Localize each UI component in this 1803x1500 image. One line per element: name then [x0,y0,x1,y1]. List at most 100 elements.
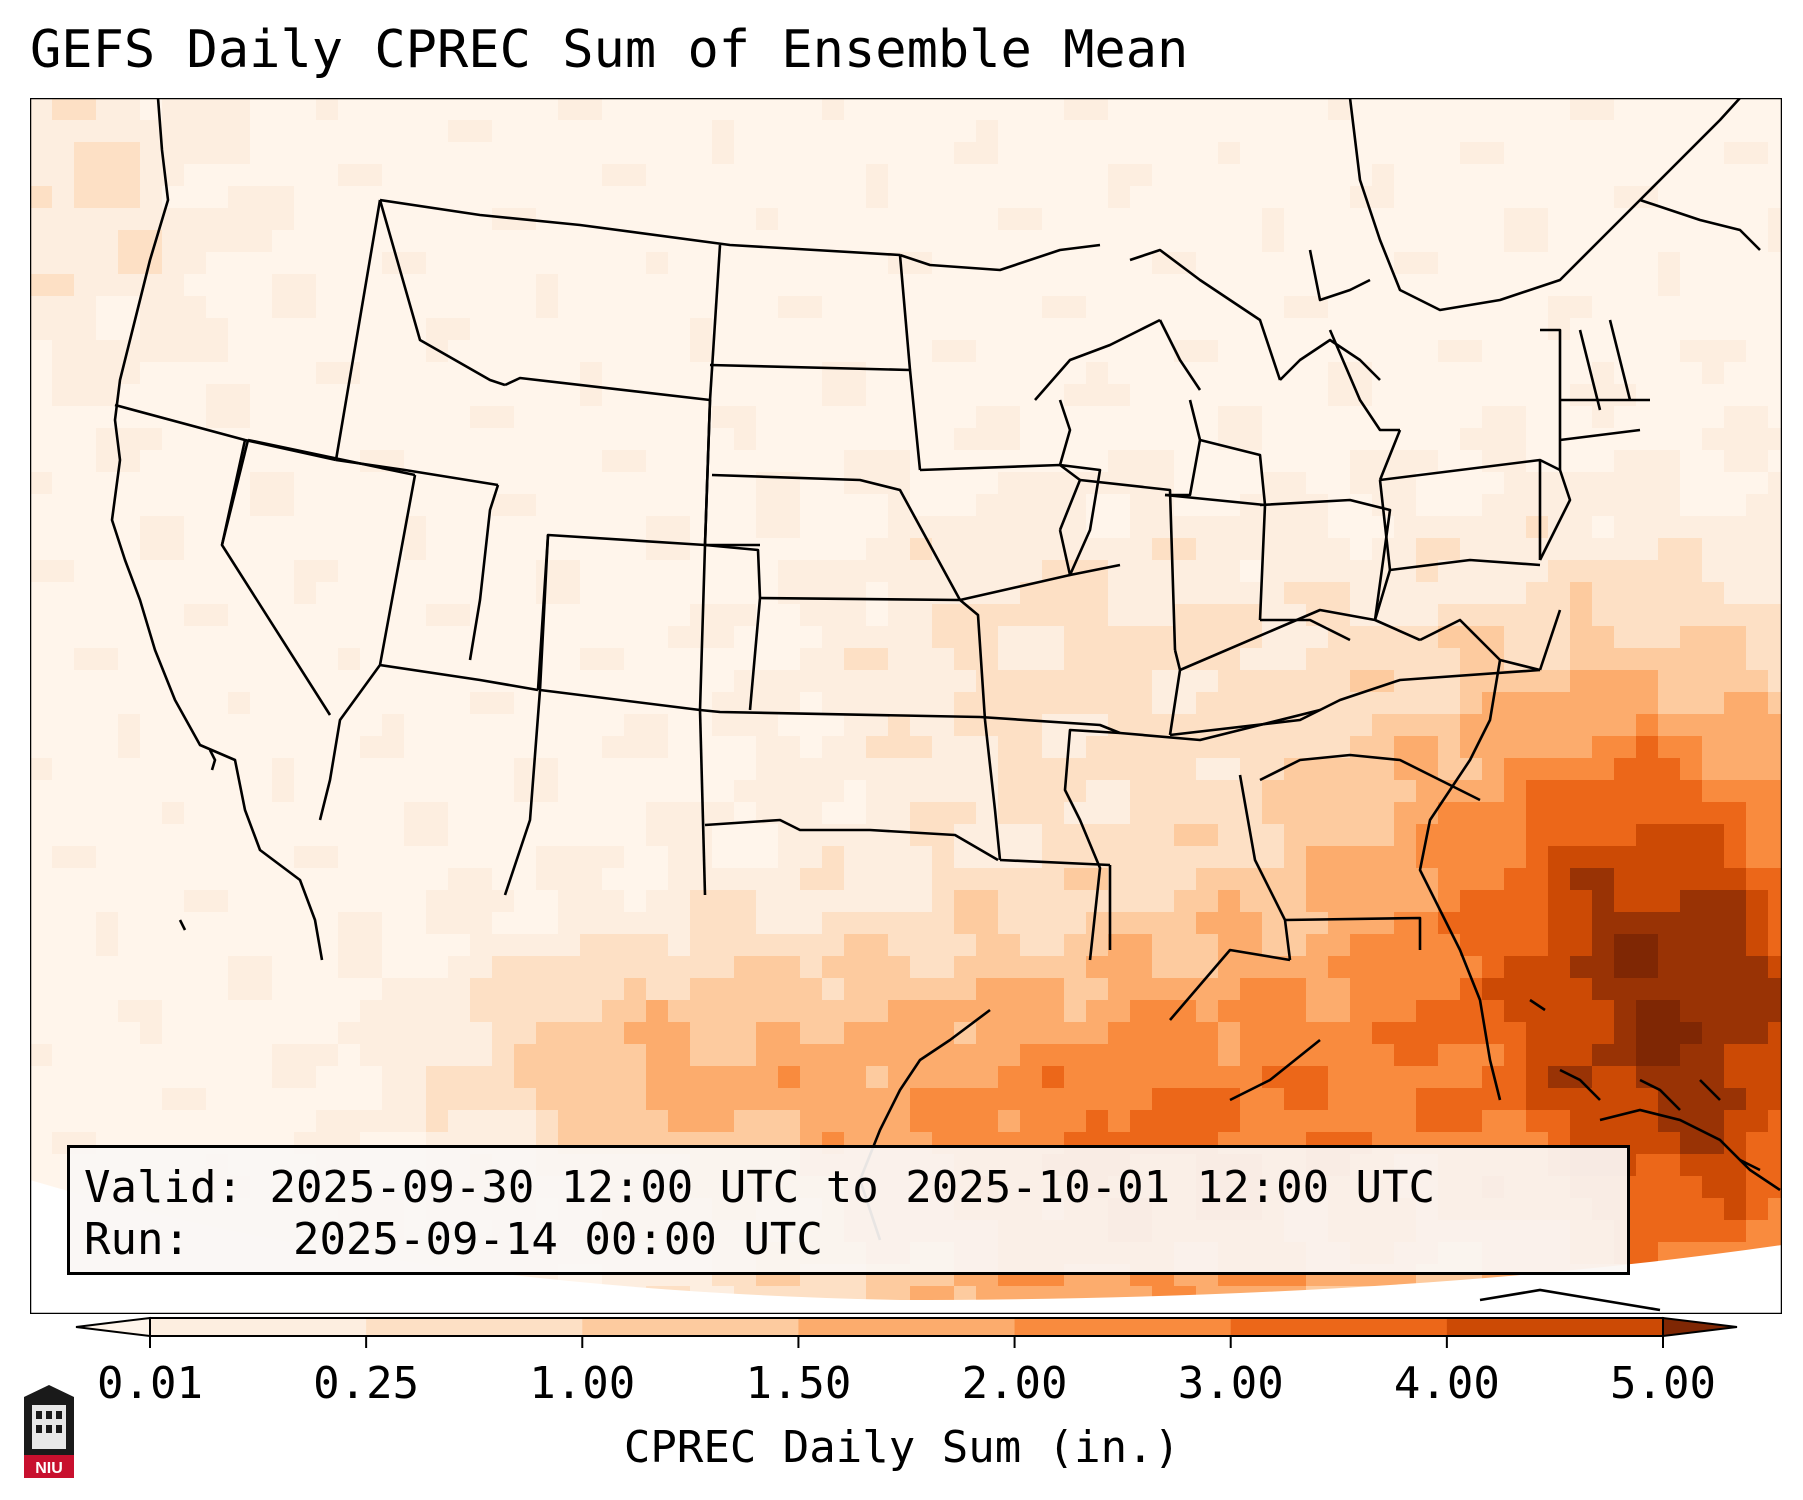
precip-cell [1570,560,1593,583]
precip-cell [998,1022,1021,1045]
precip-cell [1636,1198,1659,1221]
precip-cell [1768,230,1782,253]
precip-cell [1416,978,1439,1001]
precip-cell [1262,120,1285,143]
precip-cell [1636,714,1659,737]
precip-cell [712,450,735,473]
precip-cell [690,604,713,627]
precip-cell [1592,692,1615,715]
precip-cell [1350,802,1373,825]
precip-cell [338,340,361,363]
precip-cell [1262,890,1285,913]
precip-cell [1240,450,1263,473]
precip-cell [756,186,779,209]
precip-cell [536,1044,559,1067]
precip-cell [1416,582,1439,605]
precip-cell [272,98,295,121]
precip-cell [294,934,317,957]
precip-cell [492,406,515,429]
precip-cell [206,296,229,319]
precip-cell [1394,516,1417,539]
precip-cell [1372,868,1395,891]
precip-cell [514,230,537,253]
precip-cell [338,1088,361,1111]
precip-cell [1306,912,1329,935]
precip-cell [426,450,449,473]
precip-cell [162,1022,185,1045]
precip-cell [30,912,53,935]
precip-cell [228,1066,251,1089]
precip-cell [470,362,493,385]
precip-cell [1460,692,1483,715]
precip-cell [536,450,559,473]
precip-cell [778,648,801,671]
precip-cell [140,428,163,451]
precip-cell [1548,252,1571,275]
precip-cell [778,560,801,583]
precip-cell [250,802,273,825]
precip-cell [1636,1000,1659,1023]
precip-cell [602,164,625,187]
precip-cell [338,1044,361,1067]
precip-cell [206,934,229,957]
precip-cell [1504,1044,1527,1067]
precip-cell [1482,340,1505,363]
precip-cell [822,428,845,451]
precip-cell [756,1110,779,1133]
precip-cell [734,252,757,275]
precip-cell [1350,362,1373,385]
precip-cell [888,296,911,319]
precip-cell [206,758,229,781]
precip-cell [976,802,999,825]
precip-cell [470,428,493,451]
precip-cell [910,890,933,913]
precip-cell [778,846,801,869]
precip-cell [1702,604,1725,627]
precip-cell [844,318,867,341]
precip-cell [228,362,251,385]
precip-cell [1658,692,1681,715]
precip-cell [118,1000,141,1023]
precip-cell [30,296,53,319]
precip-cell [1526,208,1549,231]
precip-cell [1548,692,1571,715]
precip-cell [1636,120,1659,143]
precip-cell [1438,890,1461,913]
precip-cell [74,802,97,825]
precip-cell [338,296,361,319]
precip-cell [74,142,97,165]
precip-cell [580,120,603,143]
precip-cell [360,1088,383,1111]
info-box: Valid: 2025-09-30 12:00 UTC to 2025-10-0… [67,1145,1630,1275]
precip-cell [690,274,713,297]
precip-cell [294,274,317,297]
precip-cell [140,824,163,847]
precip-cell [1350,846,1373,869]
precip-cell [272,450,295,473]
precip-cell [1724,230,1747,253]
precip-cell [162,978,185,1001]
precip-cell [316,1000,339,1023]
precip-cell [1240,868,1263,891]
precip-cell [404,428,427,451]
precip-cell [800,934,823,957]
precip-cell [272,846,295,869]
precip-cell [1416,274,1439,297]
precip-cell [360,626,383,649]
precip-cell [932,384,955,407]
precip-cell [1636,1022,1659,1045]
precip-cell [910,318,933,341]
precip-cell [492,978,515,1001]
precip-cell [1548,714,1571,737]
precip-cell [1130,450,1153,473]
precip-cell [1482,912,1505,935]
precip-cell [184,1066,207,1089]
precip-cell [316,186,339,209]
precip-cell [910,824,933,847]
precip-cell [1570,362,1593,385]
precip-cell [1196,868,1219,891]
precip-cell [1416,142,1439,165]
precip-cell [580,274,603,297]
precip-cell [756,274,779,297]
precip-cell [492,538,515,561]
